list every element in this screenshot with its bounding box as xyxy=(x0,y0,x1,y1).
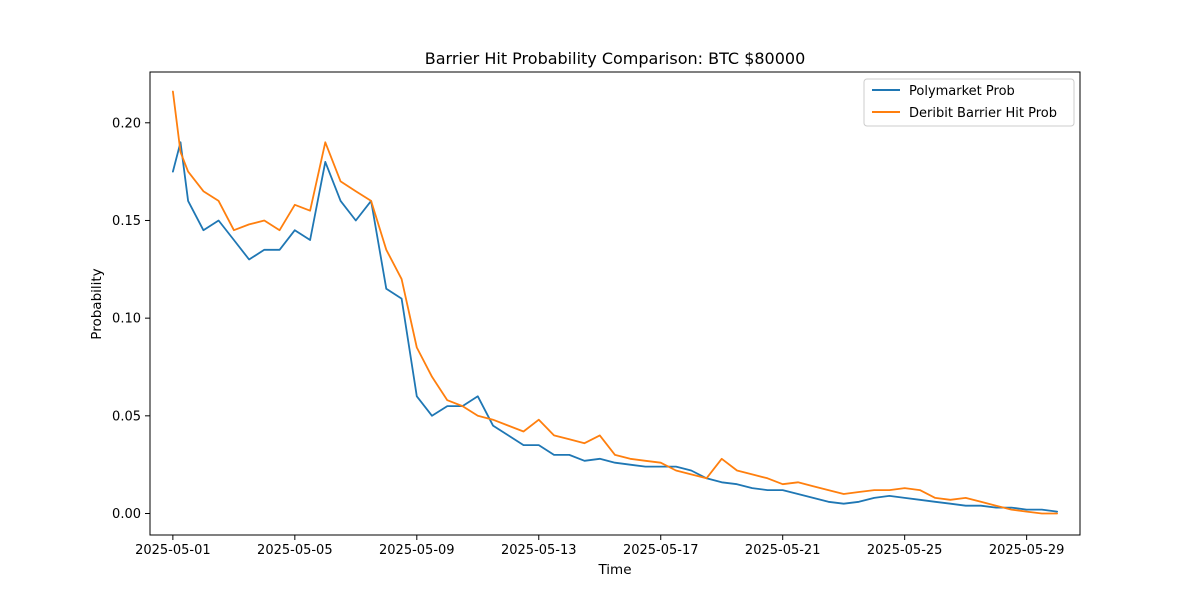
y-tick-label: 0.20 xyxy=(112,116,141,131)
plot-frame xyxy=(149,71,1081,536)
y-axis: 0.00 0.05 0.10 0.15 0.20 xyxy=(112,116,150,522)
x-tick-label: 2025-05-13 xyxy=(501,543,577,558)
y-tick-label: 0.10 xyxy=(112,312,141,327)
legend-label-deribit: Deribit Barrier Hit Prob xyxy=(909,106,1057,121)
y-tick-label: 0.00 xyxy=(112,507,141,522)
x-tick-label: 2025-05-29 xyxy=(989,543,1065,558)
x-tick-label: 2025-05-25 xyxy=(867,543,943,558)
series-line-deribit xyxy=(171,90,1058,515)
series-layer xyxy=(171,90,1058,515)
x-tick-label: 2025-05-01 xyxy=(135,543,211,558)
x-tick-label: 2025-05-09 xyxy=(379,543,455,558)
x-axis: 2025-05-01 2025-05-05 2025-05-09 2025-05-13… xyxy=(135,535,1064,558)
y-tick-label: 0.15 xyxy=(112,214,141,229)
y-axis-label: Probability xyxy=(89,268,105,339)
x-tick-label: 2025-05-21 xyxy=(745,543,821,558)
y-tick-label: 0.05 xyxy=(112,409,141,424)
x-axis-label: Time xyxy=(597,562,631,578)
x-tick-label: 2025-05-05 xyxy=(257,543,333,558)
chart-title: Barrier Hit Probability Comparison: BTC … xyxy=(425,49,806,68)
legend-label-polymarket: Polymarket Prob xyxy=(909,84,1015,99)
legend: Polymarket Prob Deribit Barrier Hit Prob xyxy=(863,78,1075,127)
x-tick-label: 2025-05-17 xyxy=(623,543,699,558)
series-line-polymarket xyxy=(171,141,1058,513)
legend-box xyxy=(863,78,1075,127)
